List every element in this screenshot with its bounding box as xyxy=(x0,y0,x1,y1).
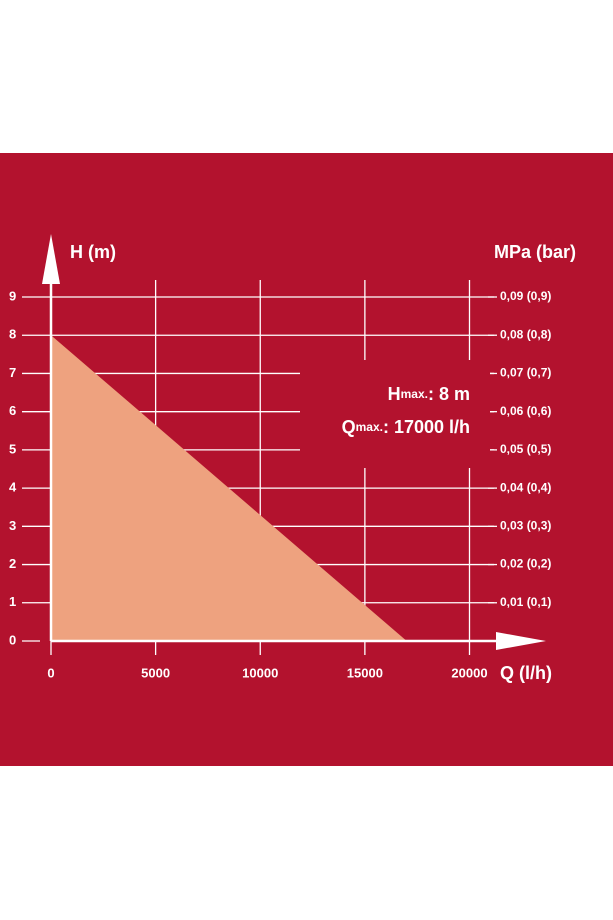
x-tick-label: 5000 xyxy=(141,665,170,680)
annotation-rest: : 17000 l/h xyxy=(383,417,470,437)
y2-tick-label: 0,06 (0,6) xyxy=(500,404,551,418)
x-axis-label: Q (l/h) xyxy=(500,663,552,683)
y2-tick-label: 0,03 (0,3) xyxy=(500,519,551,533)
y-tick-label: 1 xyxy=(9,594,16,609)
annotation-background xyxy=(300,360,490,468)
y2-tick-label: 0,02 (0,2) xyxy=(500,557,551,571)
area xyxy=(51,335,407,641)
y2-tick-label: 0,08 (0,8) xyxy=(500,327,551,341)
y-tick-label: 3 xyxy=(9,518,16,533)
y2-tick-label: 0,09 (0,9) xyxy=(500,289,551,303)
annotation-main: H xyxy=(388,384,401,404)
annotation-sub: max. xyxy=(356,420,383,434)
annotation-main: Q xyxy=(342,417,356,437)
x-tick-label: 20000 xyxy=(451,665,487,680)
annotation: Qmax.: 17000 l/h xyxy=(342,417,470,437)
y2-tick-label: 0,07 (0,7) xyxy=(500,366,551,380)
y2-axis-label: MPa (bar) xyxy=(494,242,576,262)
y2-tick-label: 0,05 (0,5) xyxy=(500,442,551,456)
y-tick-label: 6 xyxy=(9,403,16,418)
y-axis-arrow xyxy=(42,234,60,284)
y-tick-label: 0 xyxy=(9,632,16,647)
y-tick-label: 9 xyxy=(9,288,16,303)
annotation: Hmax.: 8 m xyxy=(388,384,470,404)
y-tick-label: 8 xyxy=(9,327,16,342)
x-axis-arrow xyxy=(496,632,546,650)
y-tick-label: 4 xyxy=(9,480,17,495)
x-tick-label: 0 xyxy=(47,665,54,680)
y-tick-label: 5 xyxy=(9,441,16,456)
x-tick-label: 10000 xyxy=(242,665,278,680)
annotation-rest: : 8 m xyxy=(428,384,470,404)
y-tick-label: 2 xyxy=(9,556,16,571)
y2-tick-label: 0,01 (0,1) xyxy=(500,595,551,609)
annotation-sub: max. xyxy=(401,387,428,401)
y2-tick-label: 0,04 (0,4) xyxy=(500,480,551,494)
y-axis-label: H (m) xyxy=(70,242,116,262)
x-tick-label: 15000 xyxy=(347,665,383,680)
y-tick-label: 7 xyxy=(9,365,16,380)
